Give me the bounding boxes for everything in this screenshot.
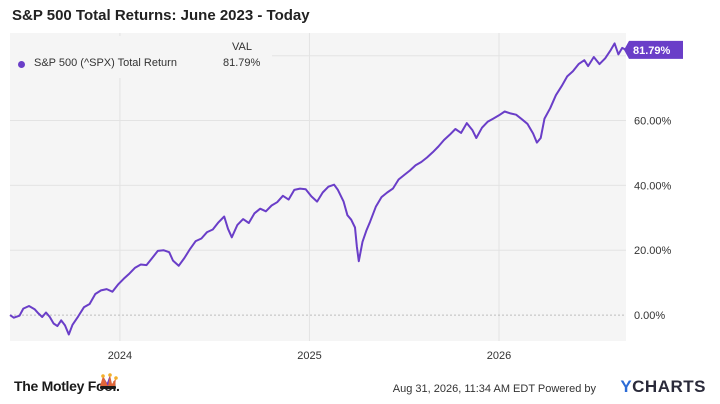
x-tick-label: 2024 xyxy=(108,350,132,362)
y-tick-label: 60.00% xyxy=(634,116,672,128)
ycharts-logo: YCHARTS xyxy=(620,377,706,397)
end-value-label: 81.79% xyxy=(633,45,671,57)
ycharts-logo-y: Y xyxy=(620,377,633,396)
motley-fool-logo-text: The Motley Fool. xyxy=(14,378,120,394)
jester-hat-icon xyxy=(100,373,118,389)
x-tick-label: 2026 xyxy=(487,350,511,362)
y-tick-label: 0.00% xyxy=(634,310,665,322)
legend-value-header: VAL xyxy=(232,41,252,53)
legend-series-dot xyxy=(18,61,25,68)
y-tick-label: 20.00% xyxy=(634,245,672,257)
chart-title: S&P 500 Total Returns: June 2023 - Today xyxy=(12,7,310,24)
timestamp-text: Aug 31, 2026, 11:34 AM EDT Powered by xyxy=(392,383,596,395)
legend-series-value: 81.79% xyxy=(223,57,261,69)
x-tick-label: 2025 xyxy=(297,350,321,362)
legend: VAL S&P 500 (^SPX) Total Return 81.79% xyxy=(10,36,272,78)
legend-series-name: S&P 500 (^SPX) Total Return xyxy=(34,57,177,69)
ycharts-logo-text: CHARTS xyxy=(632,377,706,396)
y-tick-label: 40.00% xyxy=(634,180,672,192)
end-value-badge xyxy=(624,40,683,59)
plot-area xyxy=(10,33,626,341)
series-line xyxy=(9,42,627,336)
